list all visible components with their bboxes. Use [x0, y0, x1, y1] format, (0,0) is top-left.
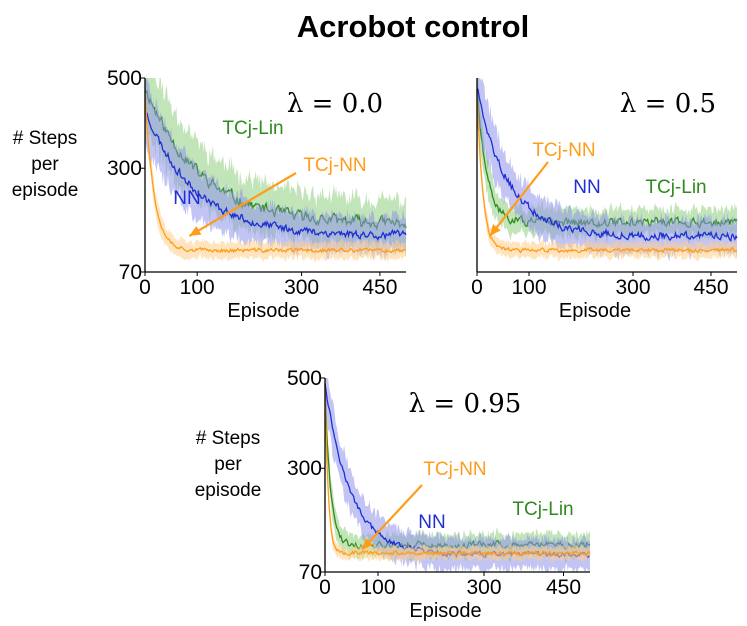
tcj-nn-arrow: [188, 172, 297, 237]
y-tick-label: 70: [119, 261, 142, 284]
figure-title: Acrobot control: [297, 9, 530, 44]
tcj-lin-annotation: TCj-Lin: [512, 499, 573, 520]
y-tick-label: 300: [287, 457, 322, 480]
panel-3: 0 100 300 450 70 300 500 Episode # Steps per episo…: [195, 367, 591, 622]
nn-band: [477, 78, 737, 262]
nn-annotation: NN: [173, 188, 200, 209]
panel-2: 0 100 300 450 Episode λ = 0.5 TCj-NN NN TCj-Lin: [471, 78, 738, 322]
x-tick-label: 0: [139, 276, 151, 299]
tcj-nn-line: [476, 92, 738, 254]
tcj-nn-arrow: [361, 484, 423, 551]
tcj-nn-band: [477, 81, 737, 262]
tcj-nn-line: [324, 387, 591, 557]
tcj-lin-annotation: TCj-Lin: [222, 118, 283, 139]
x-axis-label: Episode: [559, 300, 631, 322]
tcj-nn-annotation: TCj-NN: [423, 459, 486, 480]
x-axis-label: Episode: [409, 600, 481, 622]
y-tick-label: 70: [299, 561, 322, 584]
tcj-nn-line: [144, 92, 407, 254]
nn-annotation: NN: [573, 177, 600, 198]
x-tick-label: 100: [180, 276, 215, 299]
panel-1: 0 100 300 450 70 300 500 Episode # Steps per episo…: [12, 67, 407, 322]
x-tick-label: 100: [511, 276, 546, 299]
nn-line: [144, 110, 407, 241]
tcj-nn-band: [145, 78, 406, 263]
lambda-label: λ = 0.95: [409, 389, 522, 419]
lambda-label: λ = 0.5: [620, 89, 716, 119]
nn-band: [145, 78, 406, 262]
x-tick-label: 450: [693, 276, 728, 299]
y-axis-label: # Steps per episode: [195, 428, 262, 501]
x-tick-label: 450: [546, 576, 581, 599]
x-tick-label: 100: [360, 576, 395, 599]
y-axis-label: # Steps per episode: [12, 128, 79, 201]
x-tick-label: 300: [284, 276, 319, 299]
x-axis-label: Episode: [227, 300, 299, 322]
x-tick-label: 450: [362, 276, 397, 299]
nn-annotation: NN: [418, 512, 445, 533]
x-tick-label: 0: [319, 576, 331, 599]
tcj-nn-arrowhead: [490, 224, 501, 236]
tcj-nn-arrowhead: [189, 226, 202, 236]
x-tick-label: 300: [466, 576, 501, 599]
y-tick-label: 300: [107, 157, 142, 180]
y-tick-label: 500: [287, 367, 322, 390]
tcj-nn-annotation: TCj-NN: [532, 140, 595, 161]
tcj-nn-arrowhead: [362, 537, 374, 550]
x-tick-label: 300: [615, 276, 650, 299]
lambda-label: λ = 0.0: [287, 89, 383, 119]
tcj-lin-annotation: TCj-Lin: [645, 177, 706, 198]
panels: 0 100 300 450 70 300 500 Episode # Steps per episo…: [12, 67, 738, 622]
tcj-nn-arrow: [489, 161, 549, 237]
y-tick-label: 500: [107, 67, 142, 90]
x-tick-label: 0: [471, 276, 483, 299]
tcj-nn-annotation: TCj-NN: [303, 155, 366, 176]
